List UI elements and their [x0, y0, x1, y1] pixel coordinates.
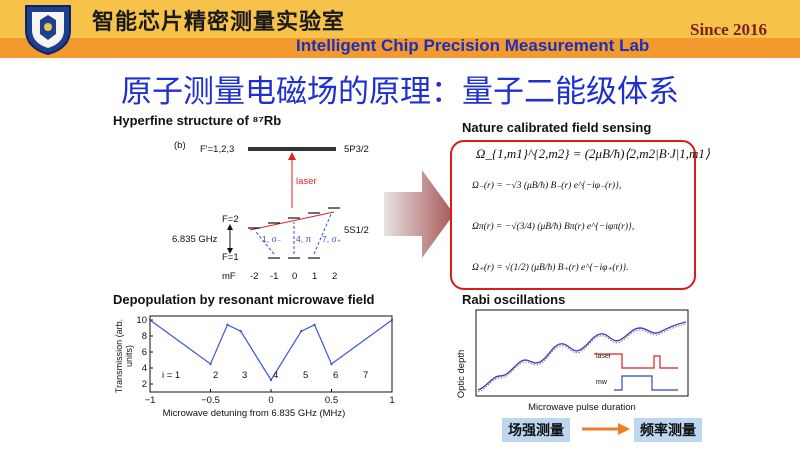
chart-ticks: −1 −0.5 0 0.5 1 2 4 6 8 10	[136, 315, 394, 406]
f2-sublevels	[248, 207, 340, 229]
y-tick-label: 10	[136, 315, 147, 326]
mw-pulse-trace	[614, 375, 678, 391]
peak-label: 2	[213, 370, 218, 381]
data-point	[209, 362, 212, 366]
flow-arrow-icon	[384, 170, 454, 258]
pi-equation: Ωπ(r) = −√(3/4) (μB/ħ) Bπ(r) e^{−iφπ(r)}…	[472, 222, 635, 232]
splitting-arrow-bottom	[227, 248, 233, 254]
y-tick-label: 2	[142, 379, 147, 390]
rabi-frequency-equation: Ω_{1,m1}^{2,m2} = (2μB/ħ)⟨2,m2|B·J|1,m1⟩	[476, 146, 710, 161]
nature-title: Nature calibrated field sensing	[462, 120, 652, 135]
transition-label-pi: 4, π	[296, 234, 311, 244]
peak-label: i = 1	[162, 370, 180, 381]
upper-state-f-label: F'=1,2,3	[200, 144, 234, 155]
mf-value: 2	[332, 271, 337, 282]
since-year: Since 2016	[690, 20, 767, 39]
laser-coupling-line	[249, 211, 335, 231]
x-tick-label: −1	[145, 395, 156, 406]
data-point	[300, 330, 303, 333]
laser-pulse-label: laser	[596, 353, 612, 360]
formula-box	[450, 140, 696, 290]
peak-label: 7	[363, 370, 368, 381]
panel-label: (b)	[174, 140, 186, 151]
university-logo-icon	[25, 5, 71, 56]
rabi-chart: Optic depth Microwave pulse duration las…	[456, 309, 689, 413]
transmission-series-line	[149, 319, 393, 382]
mf-value: -2	[250, 271, 258, 282]
peak-labels: i = 1 2 3 4 5 6 7	[162, 370, 368, 381]
lab-name-chinese: 智能芯片精密测量实验室	[92, 10, 346, 35]
hyperfine-title: Hyperfine structure of ⁸⁷Rb	[113, 113, 282, 128]
peak-label: 4	[273, 370, 278, 381]
mf-label: mF	[222, 271, 236, 282]
laser-pulse-trace	[594, 353, 678, 369]
hyperfine-diagram: (b) F'=1,2,3 5P3/2 laser F=2 F=1 6.835 G…	[172, 140, 369, 282]
y-tick-label: 6	[142, 347, 147, 358]
splitting-label: 6.835 GHz	[172, 234, 218, 245]
mf-value: 1	[312, 271, 317, 282]
laser-label: laser	[296, 176, 317, 187]
rabi-title: Rabi oscillations	[462, 292, 566, 307]
rabi-x-axis-label: Microwave pulse duration	[528, 402, 636, 413]
data-point	[148, 318, 152, 322]
y-axis-label: Transmission (arb. units)	[114, 318, 134, 394]
upper-state-name: 5P3/2	[344, 144, 369, 155]
depopulation-title: Depopulation by resonant microwave field	[113, 292, 375, 307]
x-tick-label: −0.5	[201, 395, 220, 406]
header-band	[0, 38, 800, 58]
lab-name-english: Intelligent Chip Precision Measurement L…	[296, 36, 650, 55]
orange-arrow-icon	[582, 423, 630, 435]
laser-arrow-head	[288, 152, 296, 160]
data-point	[269, 378, 273, 382]
transition-label-sigma-minus: 1, σ₋	[262, 234, 282, 244]
peak-label: 5	[303, 370, 308, 381]
x-tick-label: 0.5	[325, 395, 338, 406]
mf-value: -1	[270, 271, 278, 282]
rabi-plot-frame	[475, 309, 689, 397]
data-point	[313, 323, 316, 326]
sigma-plus-equation: Ω₊(r) = √(1/2) (μB/ħ) B₊(r) e^{−iφ₊(r)}.	[472, 263, 629, 273]
rabi-data-points	[477, 323, 687, 393]
data-point	[330, 362, 333, 366]
microwave-transitions	[255, 211, 333, 255]
mf-value: 0	[292, 271, 297, 282]
frequency-measurement-tag: 频率测量	[634, 418, 702, 442]
data-point	[226, 323, 229, 326]
x-tick-label: 1	[389, 395, 394, 406]
rabi-fit-curve	[477, 321, 687, 391]
series-points	[148, 318, 394, 382]
f1-label: F=1	[222, 252, 239, 263]
y-axis-label-box: Transmission (arb. units)	[112, 312, 134, 393]
splitting-arrow-top	[227, 224, 233, 230]
depopulation-chart: −1 −0.5 0 0.5 1 2 4 6 8 10 Microwave detuning fro…	[136, 315, 394, 419]
data-point	[390, 318, 394, 322]
sigma-minus-equation: Ω₋(r) = −√3 (μB/ħ) B₋(r) e^{−iφ₋(r)},	[472, 181, 622, 191]
y-tick-label: 4	[142, 363, 147, 374]
slide-title: 原子测量电磁场的原理：量子二能级体系	[121, 74, 679, 110]
field-measurement-tag: 场强测量	[502, 418, 570, 442]
y-tick-label: 8	[142, 331, 147, 342]
mw-pulse-label: mw	[596, 379, 608, 386]
f2-label: F=2	[222, 214, 239, 225]
x-tick-label: 0	[268, 395, 273, 406]
data-point	[239, 330, 242, 333]
peak-label: 3	[242, 370, 247, 381]
x-axis-label: Microwave detuning from 6.835 GHz (MHz)	[163, 408, 346, 419]
peak-label: 6	[333, 370, 338, 381]
ground-state-name: 5S1/2	[344, 225, 369, 236]
rabi-y-axis-label: Optic depth	[456, 350, 467, 399]
transition-label-sigma-plus: 7, σ₊	[322, 234, 342, 244]
